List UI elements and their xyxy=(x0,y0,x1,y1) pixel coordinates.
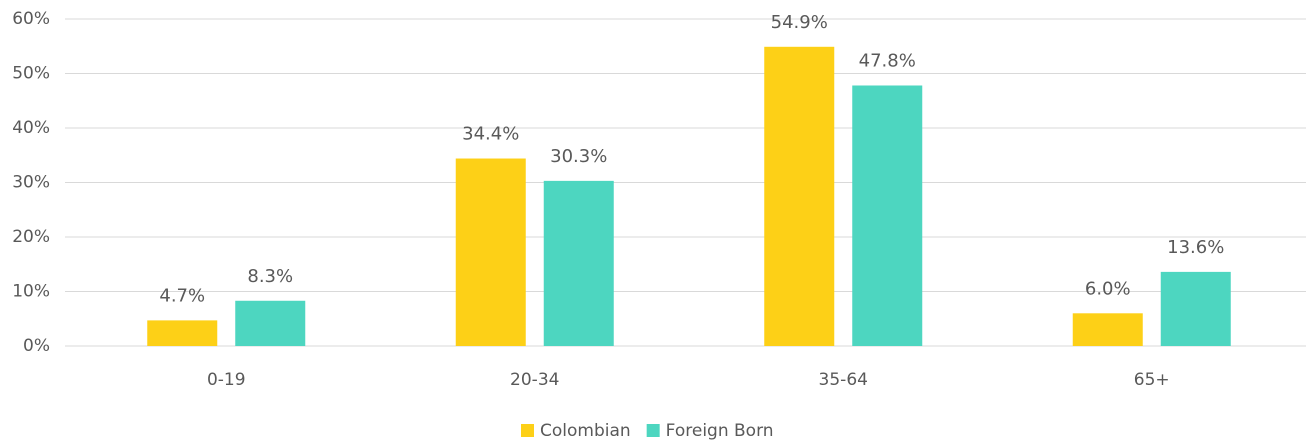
x-tick-label: 35-64 xyxy=(819,370,868,390)
legend-swatch xyxy=(521,424,534,437)
bar xyxy=(235,300,306,346)
bar xyxy=(147,320,218,346)
y-tick-label: 0% xyxy=(23,336,50,356)
x-tick-label: 0-19 xyxy=(207,370,246,390)
y-tick-label: 20% xyxy=(12,227,50,247)
data-label: 8.3% xyxy=(247,266,293,287)
data-label: 6.0% xyxy=(1085,278,1131,299)
data-label: 30.3% xyxy=(550,146,607,167)
y-tick-label: 60% xyxy=(12,9,50,29)
bar xyxy=(543,180,614,346)
y-tick-label: 30% xyxy=(12,173,50,193)
y-tick-label: 10% xyxy=(12,282,50,302)
bar xyxy=(764,46,835,347)
x-tick-label: 65+ xyxy=(1134,370,1170,390)
data-label: 34.4% xyxy=(462,124,519,145)
bar xyxy=(1072,313,1143,346)
y-tick-label: 50% xyxy=(12,64,50,84)
bar xyxy=(455,158,526,346)
bar xyxy=(852,85,923,347)
data-label: 54.9% xyxy=(771,12,828,33)
y-tick-label: 40% xyxy=(12,118,50,138)
data-label: 47.8% xyxy=(859,50,916,71)
legend-swatch xyxy=(646,424,660,437)
data-label: 4.7% xyxy=(159,285,205,306)
legend-label: Colombian xyxy=(540,421,631,441)
legend-label: Foreign Born xyxy=(666,421,774,441)
bar xyxy=(1160,271,1231,346)
x-tick-label: 20-34 xyxy=(510,370,559,390)
data-label: 13.6% xyxy=(1167,237,1224,258)
